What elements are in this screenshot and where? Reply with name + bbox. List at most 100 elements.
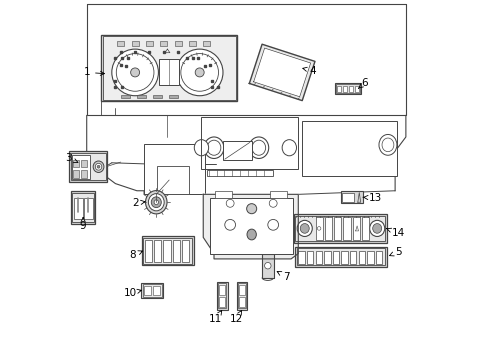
Bar [142, 236, 193, 265]
Ellipse shape [246, 229, 256, 240]
Bar [144, 144, 204, 194]
Bar [73, 170, 79, 178]
Bar [215, 191, 232, 198]
Bar [238, 285, 244, 296]
Bar [81, 170, 87, 178]
Ellipse shape [151, 197, 161, 208]
Bar [141, 283, 163, 298]
Text: 11: 11 [209, 311, 222, 324]
Ellipse shape [203, 137, 224, 158]
Ellipse shape [97, 165, 100, 168]
Text: 9: 9 [80, 217, 86, 231]
Bar [163, 240, 170, 262]
Text: 12: 12 [229, 311, 243, 324]
Ellipse shape [176, 49, 223, 96]
Bar [343, 217, 350, 240]
Ellipse shape [195, 68, 203, 77]
Ellipse shape [297, 220, 312, 237]
Ellipse shape [267, 220, 278, 230]
Bar [69, 151, 107, 182]
Bar [223, 140, 251, 160]
Text: 8: 8 [129, 250, 142, 260]
Bar [354, 86, 358, 93]
Bar [172, 240, 180, 262]
Bar [188, 41, 196, 45]
Bar [336, 84, 360, 93]
Bar [236, 282, 247, 310]
Ellipse shape [224, 220, 235, 230]
Bar [341, 193, 353, 202]
Bar [174, 41, 182, 45]
Bar [145, 41, 153, 45]
Ellipse shape [246, 204, 256, 214]
Bar [153, 95, 162, 98]
Bar [293, 214, 386, 243]
Ellipse shape [154, 200, 158, 204]
Bar [306, 251, 313, 264]
Bar [117, 41, 124, 45]
Polygon shape [203, 194, 298, 259]
Bar [219, 297, 225, 307]
Bar [72, 193, 94, 222]
Bar [72, 155, 89, 179]
Bar [269, 191, 286, 198]
Bar [182, 240, 189, 262]
Bar [71, 153, 105, 180]
Ellipse shape [181, 54, 218, 91]
Bar [217, 282, 227, 310]
Text: 13: 13 [362, 193, 381, 203]
Bar [358, 251, 364, 264]
Bar [238, 283, 245, 309]
Text: 14: 14 [386, 228, 405, 238]
Bar [71, 191, 95, 224]
Bar [295, 216, 384, 241]
Polygon shape [253, 48, 310, 97]
Text: 4: 4 [302, 66, 315, 76]
Bar [335, 83, 361, 94]
Bar [210, 198, 292, 253]
Bar [156, 166, 188, 194]
Ellipse shape [95, 163, 102, 170]
Ellipse shape [264, 262, 270, 269]
Bar [160, 41, 167, 45]
Bar [340, 191, 362, 203]
Bar [298, 251, 304, 264]
Bar [337, 86, 341, 93]
Bar [101, 35, 237, 101]
Bar [137, 95, 145, 98]
Bar [121, 95, 129, 98]
Bar [159, 59, 178, 85]
Text: 6: 6 [358, 78, 367, 88]
Bar [169, 95, 178, 98]
Bar [144, 240, 152, 262]
Bar [218, 283, 226, 309]
Bar [349, 251, 356, 264]
Ellipse shape [145, 190, 167, 214]
Text: 10: 10 [123, 288, 141, 298]
Bar [206, 170, 273, 176]
Bar [262, 254, 273, 278]
Ellipse shape [378, 134, 396, 155]
Bar [341, 251, 347, 264]
Text: 7: 7 [277, 271, 289, 282]
Bar [219, 285, 225, 296]
Bar [324, 251, 330, 264]
Bar [332, 251, 339, 264]
Ellipse shape [93, 161, 104, 172]
Bar [296, 248, 385, 265]
Bar [154, 240, 161, 262]
Bar [362, 217, 368, 240]
Bar [201, 117, 298, 169]
Bar [324, 217, 331, 240]
Ellipse shape [194, 140, 208, 156]
Ellipse shape [372, 224, 381, 233]
Ellipse shape [300, 224, 308, 233]
Bar [295, 247, 386, 267]
Ellipse shape [282, 140, 296, 156]
Bar [143, 238, 191, 264]
Bar [315, 251, 321, 264]
Ellipse shape [369, 220, 384, 237]
Bar [315, 217, 322, 240]
Ellipse shape [130, 68, 139, 77]
Bar [366, 251, 373, 264]
